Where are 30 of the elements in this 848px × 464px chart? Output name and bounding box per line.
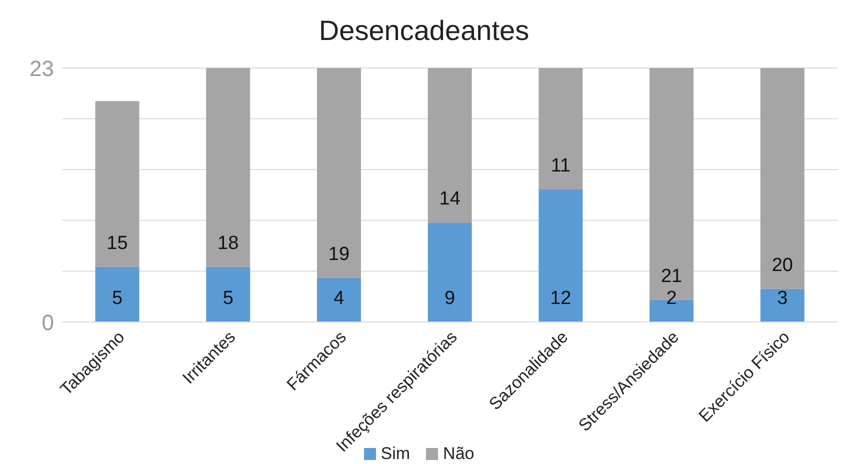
bar	[760, 68, 804, 289]
data-label: 5	[222, 288, 234, 309]
data-label: 11	[550, 155, 571, 176]
chart-title: Desencadeantes	[318, 14, 530, 48]
bar	[206, 266, 250, 322]
legend-label: Não	[443, 444, 474, 464]
data-label: 20	[772, 254, 793, 276]
bar	[95, 266, 140, 322]
bar	[95, 101, 140, 267]
data-label: 15	[106, 232, 128, 254]
bar	[206, 68, 250, 267]
bar	[760, 288, 804, 322]
bar	[538, 68, 583, 190]
data-label: 5	[112, 288, 123, 309]
y-tick-label: 23	[30, 56, 54, 81]
data-label: 12	[550, 288, 572, 309]
y-tick-label: 0	[42, 310, 54, 335]
data-label: 19	[328, 244, 350, 265]
bar	[538, 189, 583, 322]
bar	[428, 222, 472, 322]
data-label: 18	[218, 232, 239, 254]
data-label: 3	[777, 288, 788, 309]
data-label: 9	[444, 288, 456, 309]
data-label: 14	[439, 188, 461, 210]
data-label: 21	[660, 266, 682, 287]
data-label: 2	[666, 288, 677, 309]
bar	[428, 68, 472, 223]
data-label: 4	[334, 288, 345, 309]
bar	[316, 278, 361, 322]
bar	[316, 68, 361, 278]
